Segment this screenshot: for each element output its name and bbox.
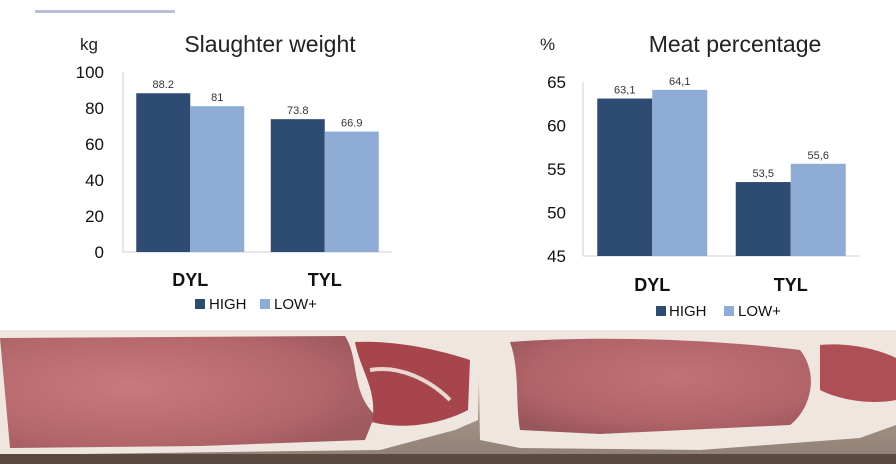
- y-tick-label: 100: [76, 63, 104, 82]
- legend: HIGH LOW+: [656, 303, 781, 320]
- x-category-label: DYL: [634, 275, 670, 295]
- bar-lowplus-tyl: [790, 163, 846, 256]
- bar-lowplus-dyl: [652, 89, 708, 256]
- x-category-label: TYL: [774, 275, 808, 295]
- y-tick-label: 20: [85, 207, 104, 226]
- bar-high-dyl: [136, 93, 191, 253]
- y-tick-label: 60: [85, 135, 104, 154]
- legend-swatch-low: [724, 306, 734, 316]
- y-unit-label: %: [540, 35, 555, 54]
- y-tick-label: 0: [95, 243, 104, 262]
- bar-lowplus-tyl: [324, 131, 379, 252]
- data-label: 73.8: [287, 105, 308, 117]
- data-label: 55,6: [808, 150, 829, 162]
- bar-lowplus-dyl: [190, 106, 245, 252]
- legend-swatch-low: [260, 299, 270, 309]
- legend: HIGH LOW+: [195, 296, 317, 313]
- bar-high-tyl: [270, 119, 325, 252]
- y-tick-label: 55: [547, 160, 566, 179]
- chart-title: Slaughter weight: [184, 31, 356, 57]
- x-category-label: TYL: [308, 270, 342, 290]
- data-label: 53,5: [753, 168, 774, 180]
- plot-area: 45 50 55 60 65 63,1 64,1 DYL 53,5 55,6 TYL: [547, 73, 860, 295]
- y-tick-label: 40: [85, 171, 104, 190]
- data-label: 88.2: [153, 79, 174, 91]
- y-unit-label: kg: [80, 35, 98, 54]
- meat-percentage-chart: % Meat percentage 45 50 55 60 65 63,1 64,1 DYL 5…: [540, 31, 860, 320]
- legend-swatch-high: [195, 299, 205, 309]
- y-tick-label: 50: [547, 204, 566, 223]
- chart-title: Meat percentage: [649, 31, 822, 57]
- legend-label-high: HIGH: [209, 296, 247, 313]
- data-label: 81: [211, 92, 223, 104]
- decorative-rule: [35, 10, 175, 13]
- legend-label-high: HIGH: [669, 303, 707, 320]
- data-label: 63,1: [614, 85, 635, 97]
- data-label: 64,1: [669, 76, 690, 88]
- plot-area: 0 20 40 60 80 100 88.2 81 DYL 73.8 66.9 TYL: [76, 63, 392, 290]
- bar-high-tyl: [735, 182, 791, 256]
- y-tick-label: 65: [547, 73, 566, 92]
- bar-high-dyl: [597, 98, 653, 256]
- legend-label-low: LOW+: [274, 296, 317, 313]
- slaughter-weight-chart: kg Slaughter weight 0 20 40 60 80 100 88.2 81 DY…: [76, 31, 392, 313]
- data-label: 66.9: [341, 118, 362, 130]
- y-tick-label: 45: [547, 247, 566, 266]
- x-category-label: DYL: [172, 270, 208, 290]
- y-tick-label: 60: [547, 117, 566, 136]
- legend-label-low: LOW+: [738, 303, 781, 320]
- y-tick-label: 80: [85, 99, 104, 118]
- legend-swatch-high: [656, 306, 666, 316]
- ham-slices-photo: [0, 330, 896, 464]
